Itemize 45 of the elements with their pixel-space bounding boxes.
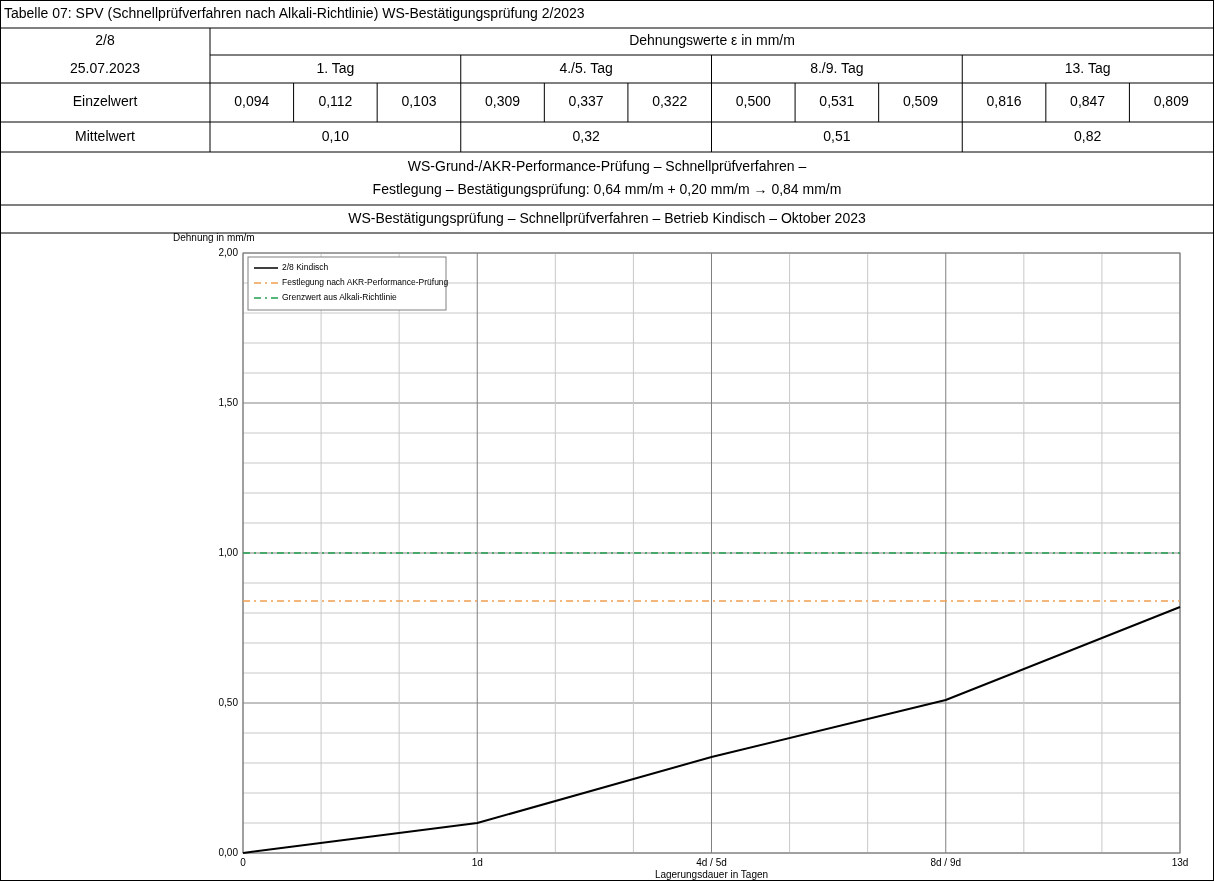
text: 0,10: [321, 127, 350, 144]
text: 0,816: [986, 92, 1022, 109]
legend-label: Festlegung nach AKR-Performance-Prüfung: [282, 277, 449, 288]
y-tick-label: 0,50: [218, 696, 239, 708]
text: 0,322: [652, 92, 688, 109]
text: Dehnungswerte ε in mm/m: [629, 31, 795, 48]
text: 0,809: [1153, 92, 1189, 109]
text: 0,509: [902, 92, 939, 109]
text: 0,51: [823, 127, 851, 144]
text: 1. Tag: [316, 59, 355, 76]
y-tick-label: 1,50: [218, 396, 239, 408]
text: 0,531: [819, 92, 855, 109]
x-tick-label: 0: [240, 857, 247, 868]
text: 0,82: [1074, 127, 1102, 144]
y-tick-label: 2,00: [218, 246, 239, 258]
y-tick-label: 1,00: [218, 546, 239, 558]
x-tick-label: 13d: [1171, 857, 1189, 868]
line-series: [242, 606, 1181, 854]
text: Festlegung – Bestätigungsprüfung: 0,64 mm/m + 0,20 mm/m → 0,84 mm/m: [372, 180, 842, 197]
text: 2/8: [95, 31, 115, 48]
x-axis-title: Lagerungsdauer in Tagen: [654, 869, 769, 880]
text: 8./9. Tag: [810, 59, 864, 76]
text: 0,32: [572, 127, 600, 144]
text: 0,309: [485, 92, 521, 109]
text: 4./5. Tag: [559, 59, 613, 76]
text: 0,094: [234, 92, 270, 109]
text: 13. Tag: [1064, 59, 1111, 76]
text: 0,337: [568, 92, 604, 109]
y-axis-title: Dehnung in mm/m: [173, 232, 255, 243]
text: Mittelwert: [75, 127, 136, 144]
x-tick-label: 1d: [471, 857, 483, 868]
text: 0,500: [735, 92, 772, 109]
x-tick-label: 4d / 5d: [696, 857, 727, 868]
text: WS-Grund-/AKR-Performance-Prüfung – Schnellprüfverfahren –: [407, 157, 807, 174]
text: 0,103: [401, 92, 437, 109]
text: 0,112: [318, 92, 353, 109]
legend-label: Grenzwert aus Alkali-Richtlinie: [282, 292, 398, 303]
text: 25.07.2023: [69, 59, 141, 76]
chart-title: Tabelle 07: SPV (Schnellprüfverfahren nach Alkali-Richtlinie) WS-Bestätigungsprüfung 2/2023: [4, 4, 585, 21]
text: Einzelwert: [72, 92, 138, 109]
x-tick-label: 8d / 9d: [930, 857, 962, 868]
text: 0,847: [1070, 92, 1106, 109]
text: WS-Bestätigungsprüfung – Schnellprüfverfahren – Betrieb Kindisch – Oktober 2023: [348, 209, 866, 226]
y-tick-label: 0,00: [218, 846, 239, 858]
legend-label: 2/8 Kindisch: [282, 262, 329, 273]
